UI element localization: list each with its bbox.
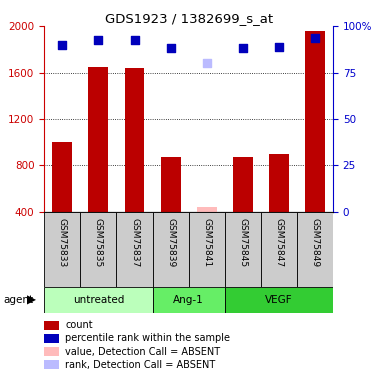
Bar — [261, 212, 297, 287]
Point — [59, 42, 65, 48]
Bar — [189, 212, 225, 287]
Bar — [225, 287, 333, 313]
Bar — [233, 158, 253, 212]
Bar — [80, 212, 116, 287]
Bar — [116, 212, 152, 287]
Text: GSM75837: GSM75837 — [130, 218, 139, 267]
Bar — [44, 360, 59, 369]
Bar — [44, 321, 59, 330]
Bar — [125, 68, 144, 212]
Point — [95, 37, 102, 43]
Text: GSM75845: GSM75845 — [238, 218, 247, 267]
Bar — [152, 212, 189, 287]
Text: GSM75835: GSM75835 — [94, 218, 103, 267]
Text: GSM75847: GSM75847 — [275, 218, 283, 267]
Text: Ang-1: Ang-1 — [173, 295, 204, 305]
Bar — [44, 212, 80, 287]
Text: GSM75833: GSM75833 — [58, 218, 67, 267]
Point — [240, 45, 246, 51]
Bar — [89, 67, 108, 212]
Text: VEGF: VEGF — [265, 295, 293, 305]
Text: value, Detection Call = ABSENT: value, Detection Call = ABSENT — [65, 346, 220, 357]
Bar — [44, 287, 152, 313]
Bar — [297, 212, 333, 287]
Bar — [269, 154, 289, 212]
Point — [204, 60, 210, 66]
Bar — [44, 347, 59, 356]
Bar — [52, 142, 72, 212]
Point — [312, 35, 318, 41]
Text: rank, Detection Call = ABSENT: rank, Detection Call = ABSENT — [65, 360, 215, 370]
Text: GSM75849: GSM75849 — [310, 218, 320, 267]
Bar — [225, 212, 261, 287]
Text: GSM75841: GSM75841 — [202, 218, 211, 267]
Bar — [197, 207, 217, 212]
Text: percentile rank within the sample: percentile rank within the sample — [65, 333, 230, 344]
Point — [276, 44, 282, 50]
Title: GDS1923 / 1382699_s_at: GDS1923 / 1382699_s_at — [105, 12, 273, 25]
Point — [167, 45, 174, 51]
Bar — [161, 158, 181, 212]
Text: GSM75839: GSM75839 — [166, 218, 175, 267]
Text: untreated: untreated — [73, 295, 124, 305]
Text: agent: agent — [4, 295, 34, 305]
Bar — [44, 334, 59, 343]
Point — [131, 37, 137, 43]
Text: ▶: ▶ — [27, 294, 36, 306]
Bar — [152, 287, 225, 313]
Bar — [305, 31, 325, 212]
Text: count: count — [65, 320, 93, 330]
